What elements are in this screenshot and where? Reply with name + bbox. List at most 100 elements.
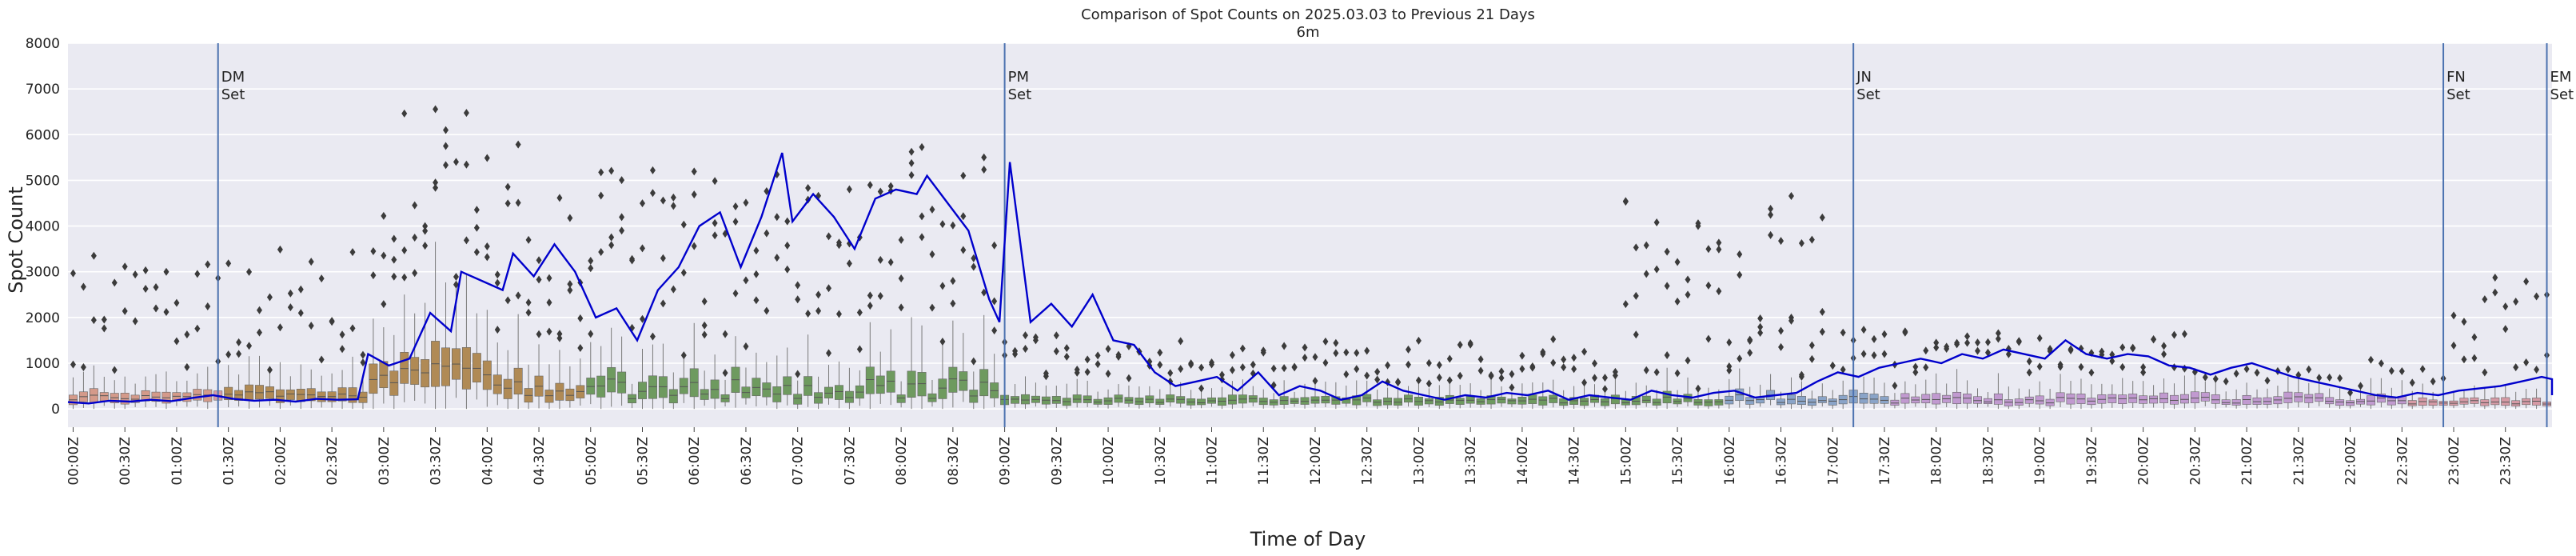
outlier-point (867, 181, 873, 190)
x-tick-label: 03:30Z (429, 437, 445, 486)
outlier-point (1022, 331, 1028, 340)
outlier-point (743, 276, 749, 285)
outlier-point (1333, 338, 1339, 347)
outlier-point (433, 105, 439, 114)
outlier-point (525, 308, 532, 317)
outlier-point (2171, 330, 2177, 339)
x-tick-label: 00:00Z (66, 437, 82, 486)
box (607, 367, 616, 393)
box (679, 378, 688, 394)
outlier-point (908, 170, 915, 179)
outlier-point (1975, 346, 1981, 355)
outlier-point (1674, 297, 1681, 306)
box (875, 375, 885, 394)
box (1465, 395, 1475, 404)
box (1549, 394, 1558, 403)
outlier-point (1726, 338, 1733, 346)
outlier-point (2492, 274, 2498, 282)
outlier-point (649, 166, 656, 174)
outlier-point (567, 286, 573, 294)
outlier-point (1592, 359, 1598, 368)
outlier-point (1757, 314, 1764, 323)
box (1610, 394, 1620, 405)
outlier-point (184, 362, 190, 371)
x-tick-label: 20:00Z (2136, 437, 2152, 486)
box (1704, 399, 1713, 406)
box (2387, 398, 2396, 406)
box (959, 371, 968, 391)
box (1859, 393, 1868, 404)
x-tick-label: 10:30Z (1153, 437, 1169, 486)
annotation-label: JN (1856, 69, 1872, 86)
outlier-point (1239, 363, 1246, 372)
outlier-point (1178, 337, 1184, 346)
outlier-point (670, 193, 676, 202)
outlier-point (2430, 377, 2436, 386)
y-tick-label: 8000 (26, 36, 60, 52)
outlier-point (1426, 358, 1432, 367)
outlier-point (1664, 247, 1670, 256)
outlier-point (205, 302, 211, 311)
outlier-point (1829, 362, 1836, 370)
outlier-point (1737, 270, 1743, 279)
outlier-point (712, 218, 718, 227)
annotation-label: Set (1008, 86, 1032, 103)
outlier-point (1695, 384, 1701, 393)
box (1197, 398, 1206, 406)
outlier-point (277, 245, 283, 254)
outlier-point (515, 198, 521, 207)
box (503, 378, 512, 399)
box (865, 366, 875, 394)
outlier-point (1819, 327, 1825, 336)
outlier-point (504, 182, 511, 191)
box (2325, 397, 2335, 405)
y-axis-label: Spot Count (5, 186, 27, 293)
outlier-point (919, 233, 925, 242)
box (1641, 395, 1651, 403)
outlier-point (132, 317, 138, 326)
outlier-point (1808, 341, 1815, 350)
outlier-point (1405, 345, 1411, 354)
box (379, 361, 389, 389)
box (1227, 394, 1237, 405)
outlier-point (1105, 370, 1111, 378)
outlier-point (1095, 351, 1101, 360)
outlier-point (1488, 371, 1494, 380)
outlier-point (598, 168, 604, 177)
outlier-point (484, 154, 490, 162)
outlier-point (2130, 343, 2136, 352)
outlier-point (2399, 366, 2405, 375)
outlier-point (1415, 376, 1422, 385)
outlier-point (939, 337, 946, 346)
outlier-point (1229, 366, 1235, 374)
outlier-point (287, 303, 293, 312)
outlier-point (846, 259, 852, 268)
outlier-point (1529, 363, 1536, 372)
outlier-point (577, 344, 584, 353)
outlier-point (1778, 342, 1784, 351)
outlier-point (2471, 354, 2478, 362)
outlier-point (1871, 351, 1877, 360)
box (2169, 394, 2179, 405)
outlier-point (1705, 334, 1712, 343)
box (2066, 393, 2076, 405)
box (389, 370, 399, 396)
outlier-point (473, 223, 480, 232)
outlier-point (1063, 344, 1070, 353)
outlier-point (950, 221, 956, 230)
box (2315, 393, 2324, 402)
box (1869, 394, 1879, 404)
outlier-point (619, 226, 625, 235)
outlier-point (1053, 331, 1059, 340)
outlier-point (1622, 300, 1629, 309)
outlier-point (504, 296, 511, 305)
y-tick-label: 0 (51, 402, 60, 418)
outlier-point (919, 142, 925, 151)
outlier-point (463, 236, 469, 245)
outlier-point (1519, 351, 1525, 360)
outlier-point (1188, 359, 1194, 368)
x-tick-label: 09:30Z (1049, 437, 1065, 486)
box (2149, 395, 2159, 404)
box (410, 357, 420, 385)
outlier-point (826, 232, 832, 241)
